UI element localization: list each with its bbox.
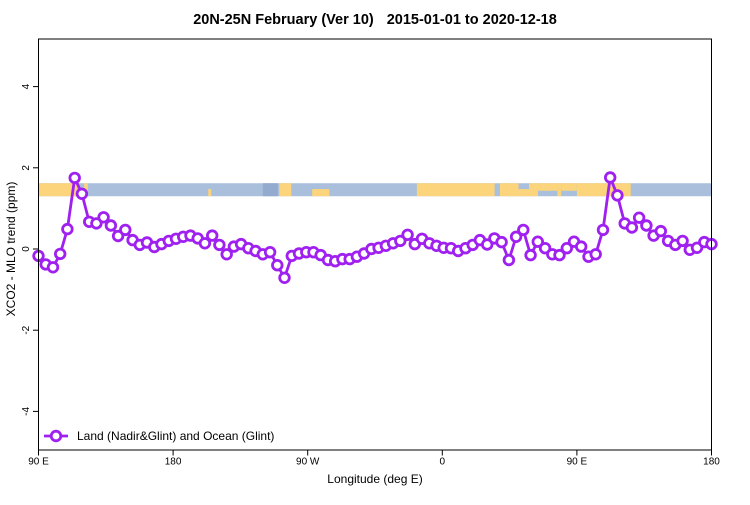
map-band-segment xyxy=(538,183,558,191)
legend-label: Land (Nadir&Glint) and Ocean (Glint) xyxy=(77,429,274,443)
y-tick-label: 0 xyxy=(21,246,32,252)
axes: 90 E 180 90 W 0 90 E 180 -4 -2 0 2 4 xyxy=(21,83,720,467)
land-ocean-map-band xyxy=(38,183,712,197)
data-point xyxy=(119,223,132,237)
data-point xyxy=(524,248,537,262)
data-point xyxy=(611,189,624,202)
data-series xyxy=(32,171,718,285)
x-tick-label: 0 xyxy=(440,457,446,468)
x-tick-label: 90 W xyxy=(296,457,320,468)
map-band-segment xyxy=(416,183,495,197)
data-point xyxy=(509,230,523,244)
y-tick-label: 4 xyxy=(21,83,32,89)
legend-circle-marker-icon xyxy=(49,429,63,443)
data-point xyxy=(54,247,67,261)
map-band-segment xyxy=(561,183,577,191)
data-point xyxy=(640,219,653,232)
data-point xyxy=(531,235,545,248)
data-point xyxy=(604,171,617,184)
chart-title: 20N-25N February (Ver 10) 2015-01-01 to 2… xyxy=(193,12,557,28)
map-band-segment xyxy=(518,189,530,197)
data-point xyxy=(654,224,668,238)
data-point xyxy=(676,234,689,248)
y-tick-label: 2 xyxy=(21,165,32,171)
data-point xyxy=(596,223,610,237)
data-point xyxy=(271,259,284,272)
data-point xyxy=(625,221,639,234)
data-point xyxy=(553,248,566,262)
data-point xyxy=(495,235,508,249)
legend: Land (Nadir&Glint) and Ocean (Glint) xyxy=(44,429,274,443)
map-band-segment xyxy=(38,183,78,197)
data-point xyxy=(220,248,233,261)
data-point xyxy=(213,238,226,252)
data-point xyxy=(502,253,516,267)
map-band-segment xyxy=(557,183,562,197)
x-tick-label: 180 xyxy=(703,457,720,468)
data-point xyxy=(278,271,291,285)
map-band-segment xyxy=(279,183,292,197)
data-point xyxy=(68,171,81,185)
data-point xyxy=(263,245,277,259)
data-point xyxy=(97,211,110,224)
map-band-segment xyxy=(529,183,539,197)
map-band-segment xyxy=(262,183,278,197)
data-point xyxy=(517,223,530,237)
x-tick-label: 180 xyxy=(165,457,182,468)
data-point xyxy=(632,211,646,224)
map-band-segment xyxy=(499,183,519,197)
data-point xyxy=(401,228,414,242)
data-point xyxy=(46,261,60,274)
data-point xyxy=(61,222,74,236)
title-dates: 2015-01-01 to 2020-12-18 xyxy=(387,12,557,28)
y-axis-label: XCO2 - MLO trend (ppm) xyxy=(4,182,18,317)
data-point xyxy=(575,240,588,253)
data-point xyxy=(205,229,219,242)
data-point xyxy=(75,187,89,201)
data-point xyxy=(560,241,574,255)
map-band-segment xyxy=(312,189,330,197)
title-range: 20N-25N February (Ver 10) xyxy=(193,12,374,28)
map-band-segment xyxy=(208,189,212,197)
y-tick-label: -4 xyxy=(21,407,32,416)
y-tick-label: -2 xyxy=(21,325,32,334)
data-point xyxy=(198,237,212,250)
x-tick-label: 90 E xyxy=(567,457,588,468)
x-tick-label: 90 E xyxy=(28,457,49,468)
x-axis-label: Longitude (deg E) xyxy=(327,472,422,486)
plot-border xyxy=(38,38,712,451)
data-point xyxy=(589,248,602,261)
data-point xyxy=(104,219,118,232)
